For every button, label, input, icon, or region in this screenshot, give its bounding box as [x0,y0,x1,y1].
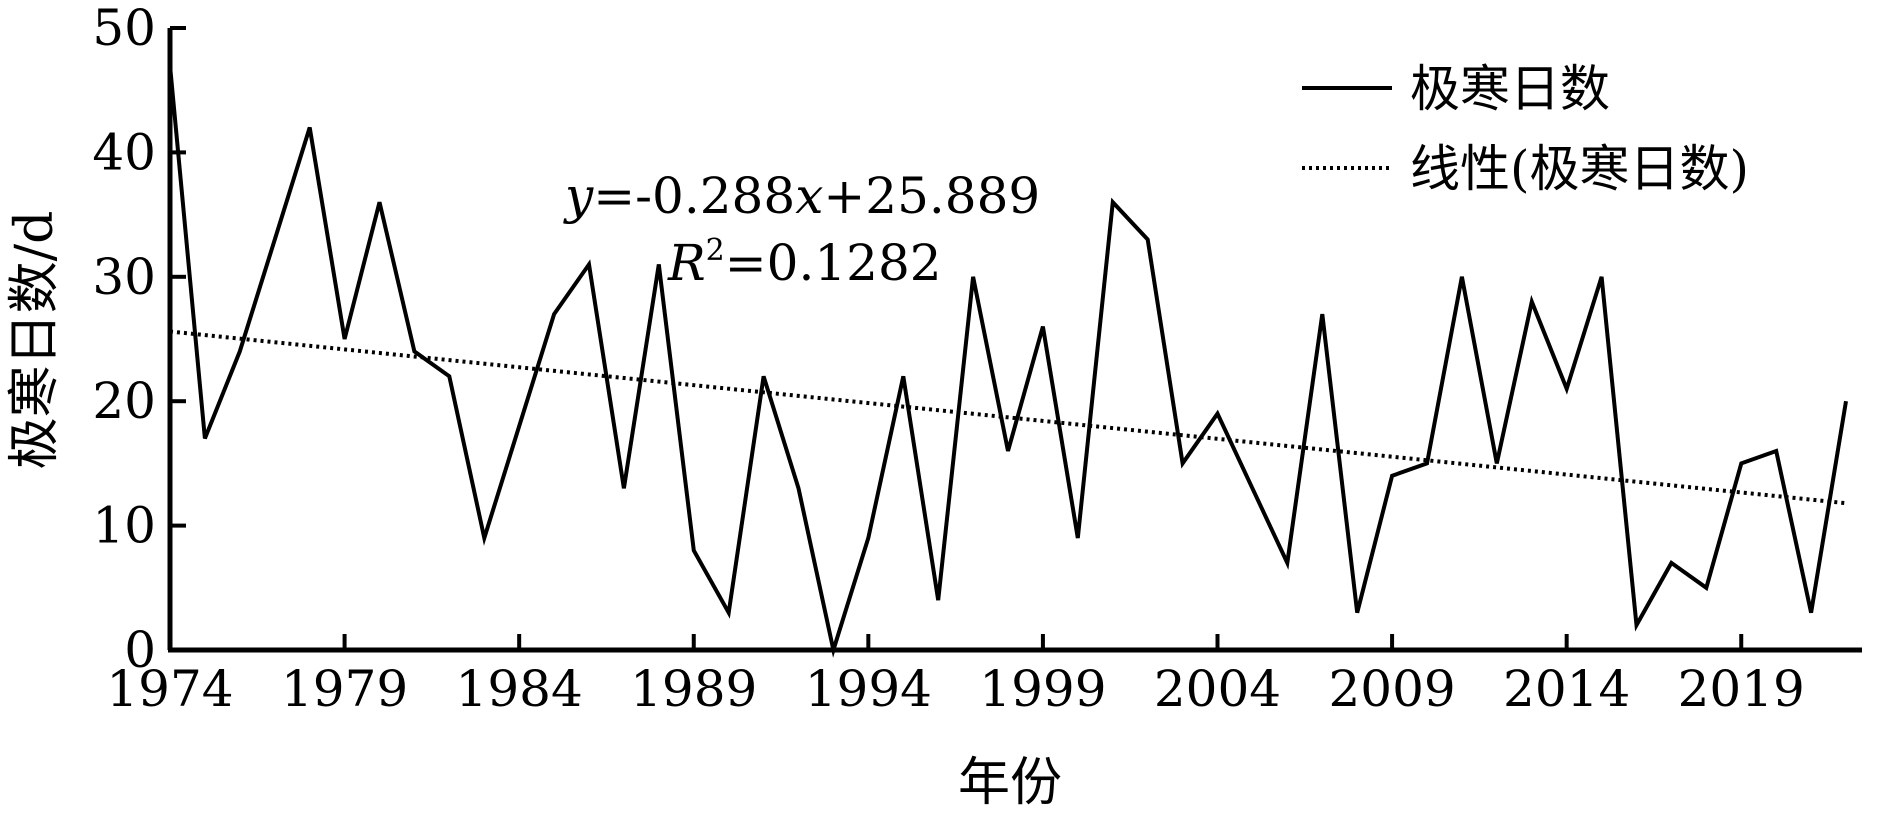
x-axis-title: 年份 [958,753,1062,813]
y-tick-label-10: 10 [92,497,156,555]
r-squared-value: =0.1282 [725,234,942,292]
series-layer [168,65,1848,658]
r-squared-symbol: R [667,234,706,292]
y-tick-label-40: 40 [92,123,156,181]
regression-equation: y=-0.288x+25.889 [563,167,1040,225]
y-ticks: 0 10 20 30 40 50 [92,0,186,679]
y-tick-label-20: 20 [92,372,156,430]
y-tick-label-0: 0 [124,621,156,679]
r-squared-superscript: 2 [706,233,725,268]
x-tick-label-1984: 1984 [456,660,583,718]
legend: 极寒日数 线性(极寒日数) [1302,60,1749,198]
equation-y-var: y [563,167,594,225]
x-tick-label-1974: 1974 [106,660,233,718]
x-tick-label-2004: 2004 [1154,660,1281,718]
equation-intercept: +25.889 [823,167,1040,225]
legend-label-series: 极寒日数 [1410,60,1610,118]
x-tick-label-2014: 2014 [1503,660,1630,718]
x-tick-label-1999: 1999 [979,660,1106,718]
cold-days-series [168,65,1848,658]
x-tick-label-1989: 1989 [630,660,757,718]
legend-label-trend: 线性(极寒日数) [1410,140,1749,198]
r-squared: R2=0.1282 [667,233,942,292]
y-tick-label-50: 50 [92,0,156,57]
equation-slope: =-0.288 [593,167,795,225]
y-tick-label-30: 30 [92,248,156,306]
x-tick-label-2019: 2019 [1678,660,1805,718]
x-ticks: 1974 1979 1984 1989 1994 1999 2004 2009 2014 2019 [106,634,1805,718]
trendline-series [169,329,1847,506]
y-axis-title: 极寒日数/d [5,211,65,470]
x-tick-label-1994: 1994 [805,660,932,718]
x-tick-label-2009: 2009 [1328,660,1455,718]
x-tick-label-1979: 1979 [281,660,408,718]
equation-x-var: x [795,167,823,225]
